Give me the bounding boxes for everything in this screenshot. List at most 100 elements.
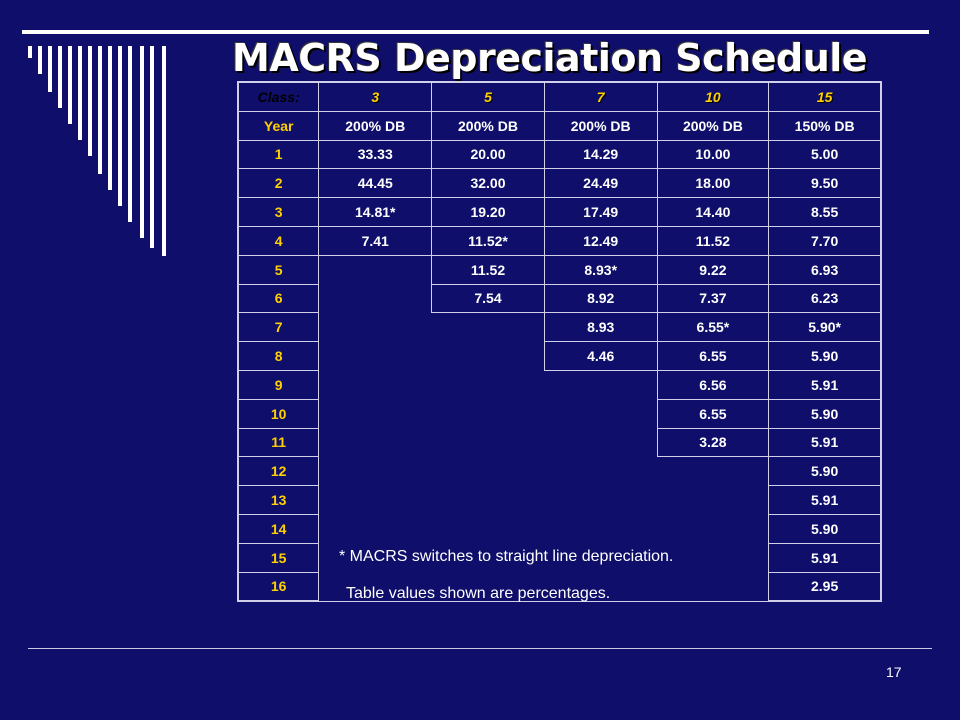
empty-cell [432,370,545,399]
value-cell-10: 10.00 [656,139,770,170]
decor-bar [128,46,132,222]
value-cell-7: 24.49 [543,168,658,199]
value-cell-15: 5.90 [768,456,881,487]
decor-bar [58,46,62,108]
table-row: 13 5.91 [237,485,881,515]
empty-cell [319,399,432,428]
year-cell: 16 [237,571,320,602]
year-cell: 1 [237,139,320,170]
macrs-table: Class: 3 5 7 10 15 Year 200% DB 200% DB … [237,80,882,603]
table-row: 6 7.54 8.92 7.37 6.23 [237,283,881,314]
empty-cell [319,284,432,313]
class-label: Class: [237,82,320,112]
value-cell-5: 11.52 [431,254,545,285]
empty-cell [432,514,545,543]
empty-cell [657,514,769,543]
empty-cell [544,457,657,486]
value-cell-7: 17.49 [543,197,658,227]
value-cell-10: 3.28 [656,427,770,458]
method-header-row: Year 200% DB 200% DB 200% DB 200% DB 150… [237,110,881,141]
value-cell-5: 11.52* [431,225,545,256]
value-cell-15: 9.50 [768,168,881,199]
table-row: 12 5.90 [237,456,881,487]
empty-cell [319,457,432,486]
value-cell-3: 44.45 [318,168,433,199]
value-cell-15: 5.90 [768,398,881,429]
empty-cell [544,399,657,428]
year-label: Year [237,110,320,141]
value-cell-15: 5.90 [768,341,881,371]
decorative-bars [0,0,240,260]
year-cell: 3 [237,197,320,227]
page-number: 17 [886,664,902,680]
decor-bar [108,46,112,190]
method-10: 200% DB [656,110,770,141]
value-cell-15: 5.90 [768,513,881,544]
empty-cell [432,342,545,371]
value-cell-10: 18.00 [656,168,770,199]
empty-cell [544,370,657,399]
empty-cell [432,399,545,428]
year-cell: 14 [237,513,320,544]
value-cell-10: 14.40 [656,197,770,227]
table-row: 4 7.41 11.52* 12.49 11.52 7.70 [237,225,881,256]
value-cell-7: 8.92 [543,283,658,314]
class-header-row: Class: 3 5 7 10 15 [237,82,881,112]
value-cell-15: 5.91 [768,369,881,400]
empty-cell [319,486,432,515]
empty-cell [657,457,769,486]
value-cell-15: 2.95 [768,571,881,602]
value-cell-7: 14.29 [543,139,658,170]
decor-bar [78,46,82,140]
empty-cell [319,255,432,284]
table-row: 16 2.95 [237,571,881,602]
value-cell-15: 5.91 [768,485,881,515]
empty-cell [544,486,657,515]
value-cell-3: 14.81* [318,197,433,227]
year-cell: 8 [237,341,320,371]
empty-cell [319,514,432,543]
decor-bar [162,46,166,256]
value-cell-7: 12.49 [543,225,658,256]
page-title: MACRS Depreciation Schedule [232,36,868,80]
table-row: 7 8.93 6.55* 5.90* [237,312,881,343]
year-cell: 7 [237,312,320,343]
year-cell: 10 [237,398,320,429]
table-row: 3 14.81* 19.20 17.49 14.40 8.55 [237,197,881,227]
top-rule [22,30,929,34]
empty-cell [319,342,432,371]
year-cell: 11 [237,427,320,458]
bottom-rule [28,648,932,649]
empty-cell [544,428,657,457]
method-5: 200% DB [431,110,545,141]
value-cell-5: 20.00 [431,139,545,170]
year-cell: 13 [237,485,320,515]
decor-bar [98,46,102,174]
table-row: 1 33.33 20.00 14.29 10.00 5.00 [237,139,881,170]
value-cell-10: 9.22 [656,254,770,285]
class-10: 10 [656,82,770,112]
value-cell-5: 19.20 [431,197,545,227]
value-cell-15: 5.91 [768,427,881,458]
class-3: 3 [318,82,433,112]
class-5: 5 [431,82,545,112]
class-15: 15 [768,82,881,112]
value-cell-10: 6.55* [656,312,770,343]
value-cell-5: 32.00 [431,168,545,199]
year-cell: 4 [237,225,320,256]
value-cell-15: 6.23 [768,283,881,314]
decor-bar [38,46,42,74]
method-15: 150% DB [768,110,881,141]
empty-cell [657,543,769,572]
table-row: 9 6.56 5.91 [237,369,881,400]
value-cell-15: 6.93 [768,254,881,285]
value-cell-10: 6.55 [656,341,770,371]
decor-bar [150,46,154,248]
year-cell: 6 [237,283,320,314]
value-cell-3: 7.41 [318,225,433,256]
empty-cell [657,572,769,601]
decor-bar [88,46,92,156]
decor-bar [68,46,72,124]
value-cell-10: 7.37 [656,283,770,314]
value-cell-7: 8.93 [543,312,658,343]
